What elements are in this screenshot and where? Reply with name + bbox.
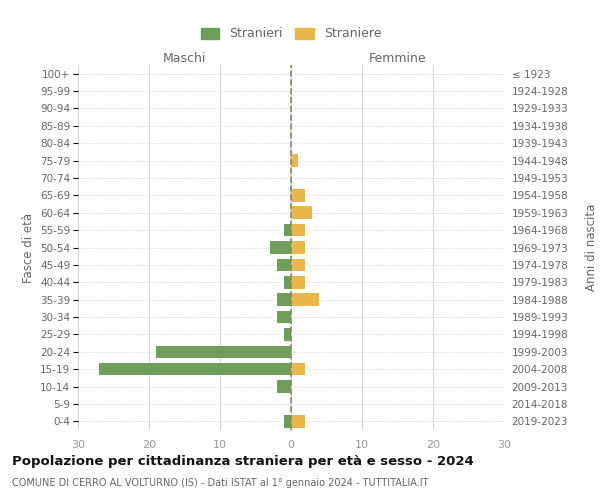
Text: COMUNE DI CERRO AL VOLTURNO (IS) - Dati ISTAT al 1° gennaio 2024 - TUTTITALIA.IT: COMUNE DI CERRO AL VOLTURNO (IS) - Dati … — [12, 478, 428, 488]
Text: Maschi: Maschi — [163, 52, 206, 65]
Bar — [284, 224, 291, 236]
Bar — [156, 346, 291, 358]
Bar — [284, 328, 291, 340]
Bar — [291, 363, 305, 376]
Bar — [291, 189, 305, 202]
Bar — [100, 363, 291, 376]
Y-axis label: Anni di nascita: Anni di nascita — [585, 204, 598, 291]
Legend: Stranieri, Straniere: Stranieri, Straniere — [200, 28, 382, 40]
Bar — [277, 380, 291, 393]
Bar — [277, 311, 291, 324]
Bar — [277, 258, 291, 271]
Bar — [270, 241, 291, 254]
Bar — [291, 294, 319, 306]
Bar — [277, 294, 291, 306]
Text: Popolazione per cittadinanza straniera per età e sesso - 2024: Popolazione per cittadinanza straniera p… — [12, 455, 474, 468]
Bar — [291, 415, 305, 428]
Bar — [291, 224, 305, 236]
Bar — [284, 415, 291, 428]
Bar — [291, 276, 305, 288]
Bar — [284, 276, 291, 288]
Text: Femmine: Femmine — [368, 52, 427, 65]
Y-axis label: Fasce di età: Fasce di età — [22, 212, 35, 282]
Bar — [291, 154, 298, 167]
Bar — [291, 241, 305, 254]
Bar — [291, 206, 313, 219]
Bar — [291, 258, 305, 271]
